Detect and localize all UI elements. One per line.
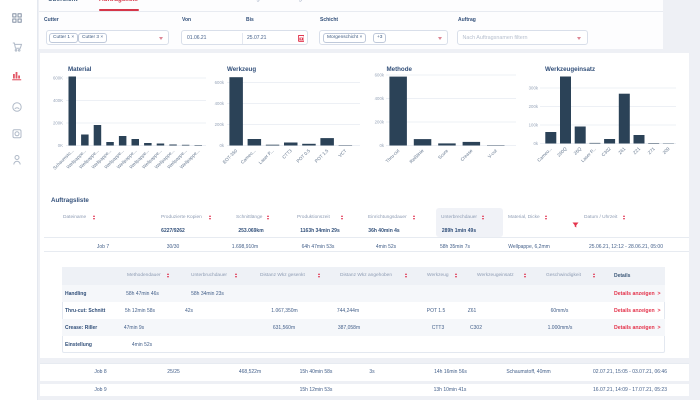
svg-text:300k: 300k [529, 86, 539, 91]
svg-text:Crease: Crease [459, 148, 473, 162]
svg-text:C302: C302 [601, 146, 613, 158]
svg-text:Thru-cut: Thru-cut [385, 148, 401, 164]
svg-text:Material: Material [68, 66, 92, 73]
svg-text:Z61: Z61 [617, 146, 626, 155]
svg-text:209: 209 [662, 146, 671, 155]
svg-text:200k: 200k [529, 104, 539, 109]
svg-text:Reißlinie: Reißlinie [409, 148, 425, 164]
svg-text:600k: 600k [375, 73, 385, 78]
svg-text:Z71: Z71 [647, 146, 656, 155]
svg-text:0k: 0k [219, 143, 224, 148]
svg-text:CTT3: CTT3 [281, 148, 293, 160]
svg-text:0k: 0k [533, 141, 538, 146]
svg-text:600k: 600k [215, 80, 225, 85]
svg-text:400k: 400k [215, 101, 225, 106]
svg-text:Laser P...: Laser P... [258, 148, 275, 165]
svg-text:Score: Score [437, 148, 449, 160]
svg-text:Cameo...: Cameo... [536, 146, 553, 163]
svg-text:POT 0.5: POT 0.5 [296, 148, 312, 164]
svg-text:200k: 200k [215, 122, 225, 127]
svg-text:POT 1.5: POT 1.5 [314, 148, 330, 164]
svg-text:200K: 200K [53, 121, 63, 126]
svg-text:200k: 200k [375, 120, 385, 125]
svg-text:EOT-350: EOT-350 [222, 148, 239, 165]
svg-text:0k: 0k [379, 143, 384, 148]
svg-text:400k: 400k [375, 96, 385, 101]
svg-text:Methode: Methode [387, 66, 413, 73]
svg-text:0K: 0K [58, 143, 63, 148]
svg-text:400K: 400K [53, 98, 63, 103]
svg-text:26Q: 26Q [573, 146, 583, 156]
svg-text:VCT: VCT [337, 148, 347, 158]
svg-text:260Q: 260Q [556, 146, 568, 158]
svg-text:Cameo...: Cameo... [240, 148, 257, 165]
svg-text:600K: 600K [53, 76, 63, 81]
svg-text:Z21: Z21 [632, 146, 641, 155]
svg-text:Werkzeug: Werkzeug [227, 66, 256, 73]
svg-text:Werkzeugeinsatz: Werkzeugeinsatz [545, 66, 595, 73]
svg-text:Laser P...: Laser P... [580, 146, 597, 163]
svg-text:V-cut: V-cut [487, 148, 498, 159]
svg-text:100k: 100k [529, 123, 539, 128]
